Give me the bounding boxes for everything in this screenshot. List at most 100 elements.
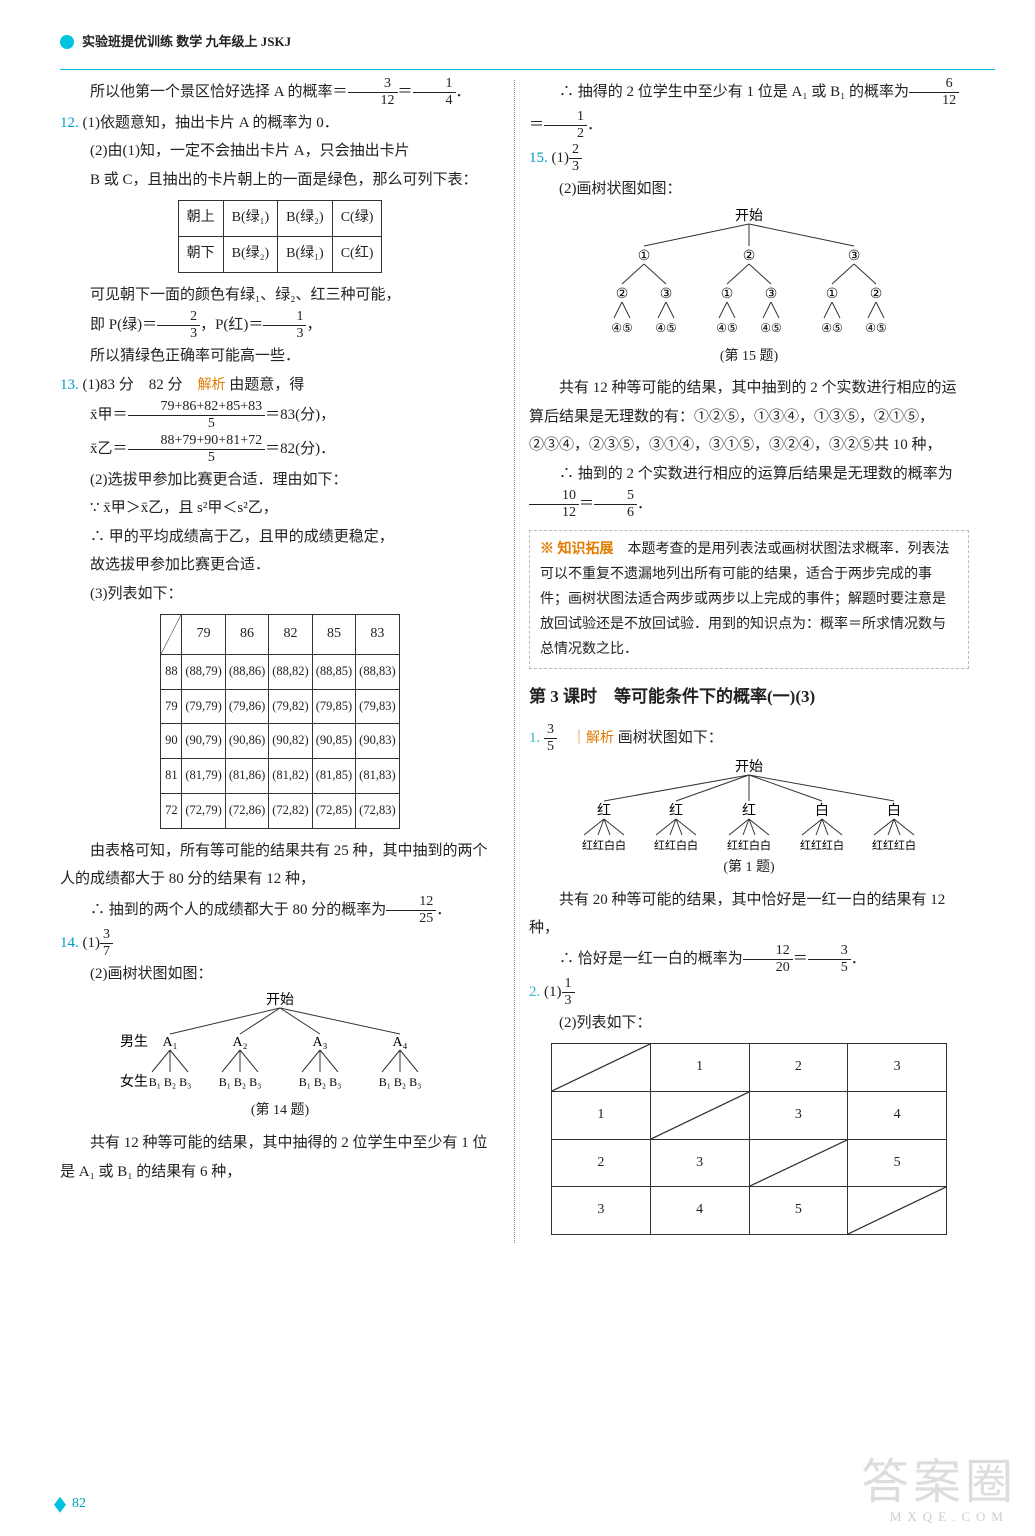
- q15-part2: (2)画树状图如图：: [529, 175, 969, 204]
- q12-after1: 可见朝下一面的颜色有绿₁、绿₂、红三种可能，: [60, 281, 500, 310]
- knowledge-tag: ※ 知识拓展: [540, 542, 614, 557]
- svg-text:③: ③: [765, 287, 778, 302]
- right-column: ∴ 抽得的 2 位学生中至少有 1 位是 A₁ 或 B₁ 的概率为612＝12．…: [529, 76, 969, 1243]
- q13-part3: (3)列表如下：: [60, 580, 500, 609]
- page-footer: 82: [54, 1491, 86, 1518]
- svg-text:①: ①: [638, 249, 651, 264]
- q14-tree-diagram: 开始 男生 A₁ A₂ A₃ A₄ 女生 B₁ B₂ B₃ B₁ B₂ B₃ B…: [100, 990, 460, 1100]
- q12-after3: 所以猜绿色正确率可能高一些．: [60, 342, 500, 371]
- page-header: 实验班提优训练 数学 九年级上 JSKJ: [60, 30, 995, 55]
- svg-text:③: ③: [848, 249, 861, 264]
- question-number: 12.: [60, 115, 79, 131]
- svg-text:②: ②: [743, 249, 756, 264]
- svg-text:①: ①: [721, 287, 734, 302]
- svg-text:红: 红: [597, 803, 611, 819]
- q14-tree-caption: (第 14 题): [60, 1098, 500, 1125]
- header-bullet-icon: [60, 35, 74, 49]
- svg-text:女生: 女生: [120, 1073, 148, 1090]
- svg-text:B₁ B₂ B₃: B₁ B₂ B₃: [149, 1075, 192, 1089]
- s2-table: 123134235345: [551, 1043, 947, 1234]
- q13-part1: 13. (1)83 分 82 分 解析 由题意，得: [60, 371, 500, 400]
- svg-text:A₂: A₂: [233, 1035, 248, 1050]
- q13-eq1: x̄甲＝79+86+82+85+835＝83(分)，: [60, 399, 500, 432]
- svg-text:④⑤: ④⑤: [655, 321, 677, 335]
- question-number: 1.: [529, 730, 540, 746]
- q14-part1: 14. (1)37: [60, 927, 500, 960]
- s2-part2: (2)列表如下：: [529, 1009, 969, 1038]
- svg-text:④⑤: ④⑤: [716, 321, 738, 335]
- q13-after2: ∴ 抽到的两个人的成绩都大于 80 分的概率为1225．: [60, 894, 500, 927]
- q13-part2b: ∵ x̄甲＞x̄乙，且 s²甲＜s²乙，: [60, 494, 500, 523]
- svg-text:开始: 开始: [266, 992, 294, 1008]
- svg-text:B₁ B₂ B₃: B₁ B₂ B₃: [219, 1075, 262, 1089]
- q12-part2b: B 或 C，且抽出的卡片朝上的一面是绿色，那么可列下表：: [60, 166, 500, 195]
- question-number: 14.: [60, 935, 79, 951]
- svg-text:白: 白: [887, 803, 901, 819]
- q14-after1: 共有 12 种等可能的结果，其中抽得的 2 位学生中至少有 1 位是 A₁ 或 …: [60, 1129, 500, 1186]
- svg-text:③: ③: [660, 287, 673, 302]
- q13-part2d: 故选拔甲参加比赛更合适．: [60, 551, 500, 580]
- svg-text:开始: 开始: [735, 759, 763, 775]
- svg-text:④⑤: ④⑤: [865, 321, 887, 335]
- column-divider: [514, 80, 515, 1243]
- s1-after1: 共有 20 种等可能的结果，其中恰好是一红一白的结果有 12 种，: [529, 886, 969, 943]
- q12-part1: 12. (1)依题意知，抽出卡片 A 的概率为 0．: [60, 109, 500, 138]
- question-number: 13.: [60, 377, 79, 393]
- q12-part2a: (2)由(1)知，一定不会抽出卡片 A，只会抽出卡片: [60, 137, 500, 166]
- section-title: 第 3 课时 等可能条件下的概率(一)(3): [529, 681, 969, 713]
- s1-tree-diagram: 开始 红 红 红 白 白 红红白白 红红白白 红红白白: [549, 757, 949, 857]
- intro-line: 所以他第一个景区恰好选择 A 的概率＝312＝14．: [60, 76, 500, 109]
- svg-text:B₁ B₂ B₃: B₁ B₂ B₃: [379, 1075, 422, 1089]
- s1-tree-caption: (第 1 题): [529, 855, 969, 882]
- knowledge-text: 本题考查的是用列表法或画树状图法求概率．列表法可以不重复不遗漏地列出所有可能的结…: [540, 542, 950, 658]
- svg-text:红: 红: [669, 803, 683, 819]
- two-column-layout: 所以他第一个景区恰好选择 A 的概率＝312＝14． 12. (1)依题意知，抽…: [60, 76, 995, 1243]
- q12-after2: 即 P(绿)＝23，P(红)＝13，: [60, 309, 500, 342]
- q15-part1: 15. (1)23: [529, 142, 969, 175]
- svg-text:④⑤: ④⑤: [611, 321, 633, 335]
- svg-text:红: 红: [742, 803, 756, 819]
- s1-after2: ∴ 恰好是一红一白的概率为1220＝35．: [529, 943, 969, 976]
- q15-after2: ∴ 抽到的 2 个实数进行相应的运算后结果是无理数的概率为1012＝56．: [529, 460, 969, 522]
- analysis-label: 解析: [198, 378, 226, 393]
- s2-part1: 2. (1)13: [529, 976, 969, 1009]
- knowledge-box: ※ 知识拓展 本题考查的是用列表法或画树状图法求概率．列表法可以不重复不遗漏地列…: [529, 530, 969, 670]
- watermark-sub: MXQE.COM: [890, 1505, 1009, 1530]
- footer-diamond-icon: [54, 1497, 66, 1513]
- page-number: 82: [72, 1491, 86, 1518]
- question-number: 2.: [529, 984, 540, 1000]
- svg-text:B₁ B₂ B₃: B₁ B₂ B₃: [299, 1075, 342, 1089]
- svg-text:红红红白: 红红红白: [800, 838, 844, 852]
- svg-text:男生: 男生: [120, 1034, 148, 1050]
- s1: 1. 35 ｜解析 画树状图如下：: [529, 722, 969, 755]
- q15-after1: 共有 12 种等可能的结果，其中抽到的 2 个实数进行相应的运算后结果是无理数的…: [529, 374, 969, 460]
- svg-text:④⑤: ④⑤: [760, 321, 782, 335]
- header-text: 实验班提优训练 数学 九年级上 JSKJ: [82, 30, 291, 55]
- q14-continuation: ∴ 抽得的 2 位学生中至少有 1 位是 A₁ 或 B₁ 的概率为612＝12．: [529, 76, 969, 142]
- q13-after1: 由表格可知，所有等可能的结果共有 25 种，其中抽到的两个人的成绩都大于 80 …: [60, 837, 500, 894]
- svg-text:A₁: A₁: [163, 1035, 178, 1050]
- svg-text:①: ①: [826, 287, 839, 302]
- svg-text:④⑤: ④⑤: [821, 321, 843, 335]
- svg-text:开始: 开始: [735, 208, 763, 224]
- question-number: 15.: [529, 150, 548, 166]
- svg-text:②: ②: [870, 287, 883, 302]
- svg-text:白: 白: [815, 803, 829, 819]
- analysis-label: ｜解析: [572, 731, 614, 746]
- left-column: 所以他第一个景区恰好选择 A 的概率＝312＝14． 12. (1)依题意知，抽…: [60, 76, 500, 1243]
- svg-text:红红白白: 红红白白: [654, 838, 698, 852]
- svg-text:②: ②: [616, 287, 629, 302]
- svg-text:A₃: A₃: [313, 1035, 328, 1050]
- q14-part2: (2)画树状图如图：: [60, 960, 500, 989]
- q13-table: 798682858388(88,79)(88,86)(88,82)(88,85)…: [160, 614, 399, 828]
- svg-text:红红白白: 红红白白: [582, 838, 626, 852]
- q15-tree-diagram: 开始 ① ② ③ ② ③ ① ③ ① ②: [584, 206, 914, 346]
- svg-text:红红红白: 红红红白: [872, 838, 916, 852]
- q13-part2c: ∴ 甲的平均成绩高于乙，且甲的成绩更稳定，: [60, 523, 500, 552]
- svg-text:A₄: A₄: [393, 1035, 408, 1050]
- q13-eq2: x̄乙＝88+79+90+81+725＝82(分)．: [60, 433, 500, 466]
- q15-tree-caption: (第 15 题): [529, 344, 969, 371]
- q13-part2a: (2)选拔甲参加比赛更合适．理由如下：: [60, 466, 500, 495]
- svg-text:红红白白: 红红白白: [727, 838, 771, 852]
- q12-table: 朝上 B(绿₁) B(绿₂) C(绿) 朝下 B(绿₂) B(绿₁) C(红): [178, 200, 383, 272]
